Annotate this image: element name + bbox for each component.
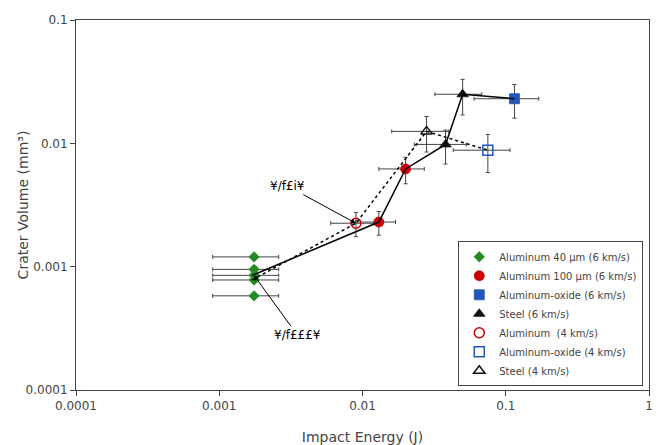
svg-text:Steel (4 km/s): Steel (4 km/s) <box>499 366 569 377</box>
svg-text:Aluminum (4 km/s): Aluminum (4 km/s) <box>499 328 598 339</box>
svg-text:0.1: 0.1 <box>49 13 68 27</box>
svg-text:¥/f£££¥: ¥/f£££¥ <box>274 328 321 342</box>
svg-text:0.001: 0.001 <box>33 260 67 274</box>
svg-text:0.0001: 0.0001 <box>26 383 68 397</box>
svg-text:Impact Energy (J): Impact Energy (J) <box>302 429 423 445</box>
svg-text:0.001: 0.001 <box>202 399 236 413</box>
svg-text:Aluminum-oxide (6 km/s): Aluminum-oxide (6 km/s) <box>499 290 625 301</box>
svg-text:Aluminum-oxide (4 km/s): Aluminum-oxide (4 km/s) <box>499 347 625 358</box>
svg-text:0.01: 0.01 <box>41 137 68 151</box>
svg-text:Crater Volume (mm³): Crater Volume (mm³) <box>15 131 31 280</box>
svg-text:Steel (6 km/s): Steel (6 km/s) <box>499 309 569 320</box>
svg-text:0.0001: 0.0001 <box>55 399 97 413</box>
svg-text:Aluminum 40 μm (6 km/s): Aluminum 40 μm (6 km/s) <box>499 252 630 263</box>
svg-text:1: 1 <box>645 399 653 413</box>
svg-text:¥/f£i¥: ¥/f£i¥ <box>270 179 305 193</box>
svg-text:Aluminum 100 μm (6 km/s): Aluminum 100 μm (6 km/s) <box>499 271 636 282</box>
svg-text:0.1: 0.1 <box>496 399 515 413</box>
svg-text:0.01: 0.01 <box>349 399 376 413</box>
